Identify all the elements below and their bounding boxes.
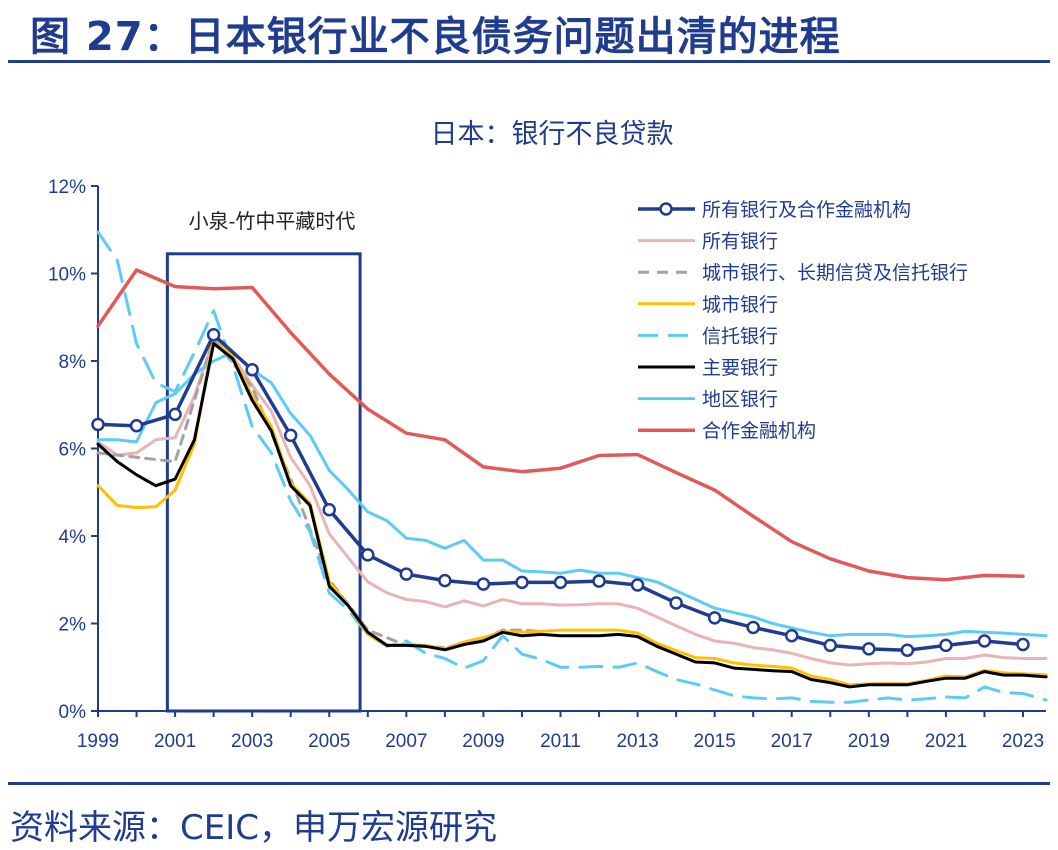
- series-line-6: [96, 350, 1048, 639]
- series-point: [1016, 637, 1030, 652]
- x-tick-label: 2001: [154, 731, 196, 752]
- y-tick-label: 12%: [48, 177, 86, 198]
- series-point: [361, 548, 375, 562]
- series-point: [630, 578, 645, 592]
- x-tick-label: 2021: [925, 731, 967, 752]
- series-point: [515, 575, 529, 590]
- y-tick-label: 6%: [59, 440, 87, 461]
- series-point: [206, 328, 221, 342]
- series-line-4: [96, 230, 1048, 704]
- x-tick-label: 2005: [308, 731, 350, 752]
- top-divider: [8, 60, 1050, 63]
- x-tick-label: 2013: [616, 731, 658, 752]
- series-point: [746, 620, 760, 635]
- bottom-divider: [8, 782, 1050, 785]
- x-tick-label: 2023: [1002, 731, 1044, 752]
- series-point: [399, 567, 414, 581]
- series-point: [900, 643, 915, 657]
- series-point: [245, 363, 259, 377]
- series-point: [785, 629, 799, 643]
- series-line-1: [96, 337, 1048, 667]
- legend-label: 主要银行: [702, 357, 778, 379]
- series-point: [322, 503, 336, 517]
- series-point: [476, 577, 491, 591]
- series-point: [283, 428, 298, 443]
- series-point: [707, 611, 722, 625]
- series-point: [862, 642, 876, 656]
- x-tick-label: 2009: [462, 731, 504, 752]
- series-point: [823, 638, 838, 653]
- series-point: [592, 574, 606, 588]
- x-tick-label: 2017: [771, 731, 813, 752]
- annotation-group: 小泉-竹中平藏时代: [165, 209, 362, 713]
- series-point: [129, 419, 144, 433]
- figure-title: 图 27：日本银行业不良债务问题出清的进程: [30, 14, 841, 60]
- series-point: [553, 575, 568, 590]
- series-point: [977, 634, 992, 648]
- annotation-label: 小泉-竹中平藏时代: [189, 209, 356, 233]
- series-point: [669, 596, 683, 610]
- x-tick-label: 1999: [77, 731, 119, 752]
- y-tick-label: 10%: [48, 265, 86, 286]
- legend-label: 城市银行、长期信贷及信托银行: [702, 262, 968, 284]
- axes: 0% 2% 4% 6% 8% 10% 12% 1999 2001 2003 2005 2007 2009…: [48, 177, 1046, 752]
- series-point: [438, 573, 452, 588]
- series-line-5: [96, 342, 1048, 689]
- y-tick-label: 0%: [59, 702, 87, 723]
- x-tick-label: 2003: [231, 731, 273, 752]
- legend-marker: [659, 202, 673, 216]
- legend: 所有银行及合作金融机构所有银行城市银行、长期信贷及信托银行城市银行信托银行主要银…: [638, 199, 968, 442]
- legend-label: 信托银行: [702, 325, 778, 347]
- series-point: [939, 638, 953, 653]
- x-tick-label: 2011: [540, 731, 581, 752]
- legend-label: 地区银行: [702, 389, 778, 411]
- series-line-7: [96, 268, 1025, 582]
- legend-label: 城市银行: [702, 294, 778, 316]
- series-point: [91, 417, 105, 432]
- legend-label: 所有银行: [702, 231, 778, 253]
- annotation-box: [165, 252, 362, 713]
- y-tick-label: 8%: [59, 352, 87, 373]
- x-tick-label: 2015: [694, 731, 736, 752]
- source-note: 资料来源：CEIC，申万宏源研究: [10, 808, 497, 848]
- legend-label: 所有银行及合作金融机构: [702, 199, 911, 221]
- x-tick-label: 2019: [848, 731, 890, 752]
- y-tick-label: 4%: [59, 527, 87, 548]
- series-point: [168, 407, 182, 422]
- series-layer: [91, 230, 1048, 704]
- legend-label: 合作金融机构: [702, 420, 816, 442]
- line-chart: 日本：银行不良贷款 小泉-竹中平藏时代 0% 2% 4% 6% 8% 10% 12% 1999…: [48, 119, 1048, 752]
- chart-title: 日本：银行不良贷款: [431, 119, 674, 150]
- x-tick-label: 2007: [385, 731, 427, 752]
- y-tick-label: 2%: [59, 615, 87, 636]
